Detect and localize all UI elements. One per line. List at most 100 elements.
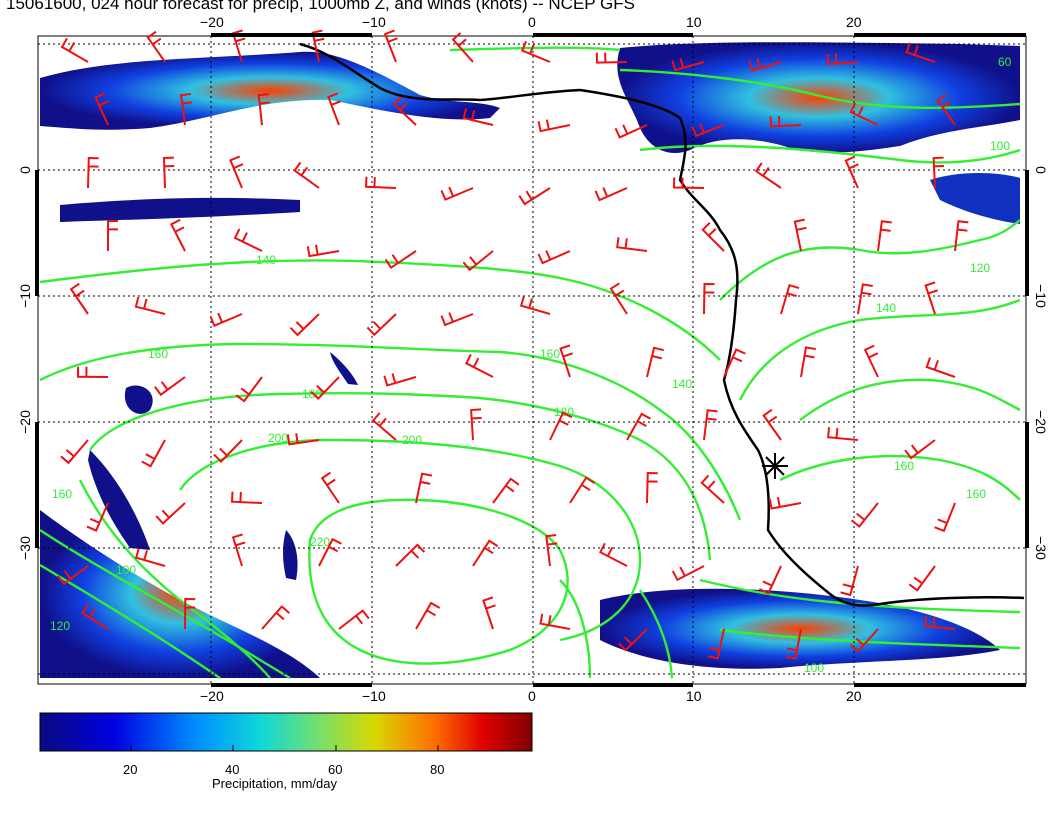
- wind-barb: [233, 228, 263, 252]
- wind-barb: [60, 37, 89, 63]
- wind-barb: [707, 628, 725, 660]
- wind-barb: [286, 433, 320, 446]
- wind-barb: [672, 177, 705, 189]
- graticule: [38, 36, 1026, 684]
- wind-barb: [850, 502, 879, 528]
- colorbar-tick-label: 20: [123, 762, 138, 777]
- wind-barb: [57, 565, 89, 586]
- precip-area: [600, 588, 1000, 669]
- wind-barb: [758, 565, 782, 595]
- lat-tick-label: 0: [17, 166, 33, 174]
- wind-barb: [320, 471, 340, 504]
- wind-barb: [924, 281, 939, 315]
- wind-barb: [184, 597, 196, 630]
- lat-tick-label: −20: [17, 410, 33, 434]
- wind-barb: [691, 123, 725, 138]
- wind-barb: [338, 609, 370, 630]
- contour-line: [179, 438, 642, 642]
- wind-barb: [626, 412, 651, 441]
- wind-barb: [395, 543, 426, 567]
- lon-tick-label: −20: [200, 14, 224, 30]
- contour-line: [639, 589, 674, 679]
- contour-line: [699, 578, 1021, 614]
- contour-label: 160: [148, 347, 168, 361]
- contour-line: [719, 628, 1021, 650]
- wind-barb: [616, 237, 648, 252]
- wind-barb: [863, 344, 879, 378]
- wind-barb: [154, 376, 186, 397]
- lat-tick-label: −10: [1033, 284, 1049, 308]
- station-star-icon: [762, 453, 788, 479]
- contour-line: [78, 479, 271, 679]
- wind-barb: [155, 502, 186, 525]
- contour-label: 220: [310, 535, 330, 549]
- wind-barb: [415, 601, 441, 630]
- wind-barb: [646, 346, 664, 378]
- coastline: [299, 42, 1025, 607]
- wind-barb: [318, 537, 342, 567]
- wind-barb: [383, 29, 398, 63]
- wind-barb: [257, 93, 270, 126]
- wind-barb: [936, 93, 956, 126]
- contour-line: [89, 392, 712, 561]
- contour-label: 160: [966, 487, 986, 501]
- lat-tick-label: −20: [1033, 410, 1049, 434]
- contour-line: [559, 579, 592, 679]
- precip-area: [124, 385, 153, 414]
- wind-barb: [793, 218, 807, 252]
- wind-barb: [134, 547, 166, 567]
- precip-area: [617, 42, 1020, 154]
- contour-line: [308, 498, 569, 665]
- precip-area: [60, 197, 300, 222]
- wind-barb: [230, 491, 263, 504]
- wind-barb: [599, 542, 628, 567]
- wind-barb: [306, 244, 340, 258]
- wind-barb: [146, 30, 166, 63]
- contour-label: 100: [804, 661, 824, 675]
- lat-tick-label: −10: [17, 284, 33, 308]
- wind-barb: [700, 474, 725, 504]
- wind-barb: [754, 162, 782, 189]
- contour-line: [719, 219, 1021, 301]
- colorbar-tick-label: 60: [328, 762, 343, 777]
- colorbar-tick-label: 80: [430, 762, 445, 777]
- lon-labels: −20 −10 0 10 20 −20 −10 0 10 20: [200, 14, 862, 704]
- wind-barb: [826, 53, 859, 66]
- colorbar-tick-label: 40: [225, 762, 240, 777]
- wind-barb: [769, 115, 802, 128]
- contour-line: [639, 144, 1021, 164]
- wind-barb: [289, 313, 320, 337]
- lat-tick-label: 0: [1033, 166, 1049, 174]
- precip-area: [330, 352, 358, 385]
- precip-area: [40, 510, 320, 678]
- wind-barb: [518, 187, 551, 206]
- contour-label: 100: [116, 563, 136, 577]
- contour-line: [619, 68, 1021, 110]
- wind-barb: [492, 477, 520, 504]
- wind-barb: [614, 124, 648, 139]
- wind-barb: [310, 376, 340, 401]
- wind-barb: [60, 439, 89, 465]
- wind-barb: [364, 176, 397, 189]
- wind-barb: [924, 615, 956, 630]
- wind-barb: [827, 427, 859, 441]
- lat-labels: 0 −10 −20 −30 0 −10 −20 −30: [17, 166, 1049, 560]
- wind-barb: [545, 534, 558, 567]
- wind-barb: [69, 282, 89, 315]
- wind-barb: [908, 565, 936, 592]
- lon-tick-label: 0: [528, 688, 536, 704]
- wind-barb: [844, 155, 859, 189]
- lat-tick-label: −30: [17, 536, 33, 560]
- wind-barb: [87, 156, 99, 189]
- contour-line: [738, 298, 1021, 401]
- wind-barb: [925, 357, 956, 378]
- wind-barb: [849, 628, 879, 653]
- wind-barb: [384, 250, 417, 270]
- wind-barb: [701, 222, 725, 252]
- contour-line: [39, 259, 721, 361]
- precipitation-layer: [40, 42, 1020, 678]
- wind-barb: [451, 32, 474, 63]
- wind-barb: [462, 250, 494, 272]
- wind-barb: [857, 283, 873, 315]
